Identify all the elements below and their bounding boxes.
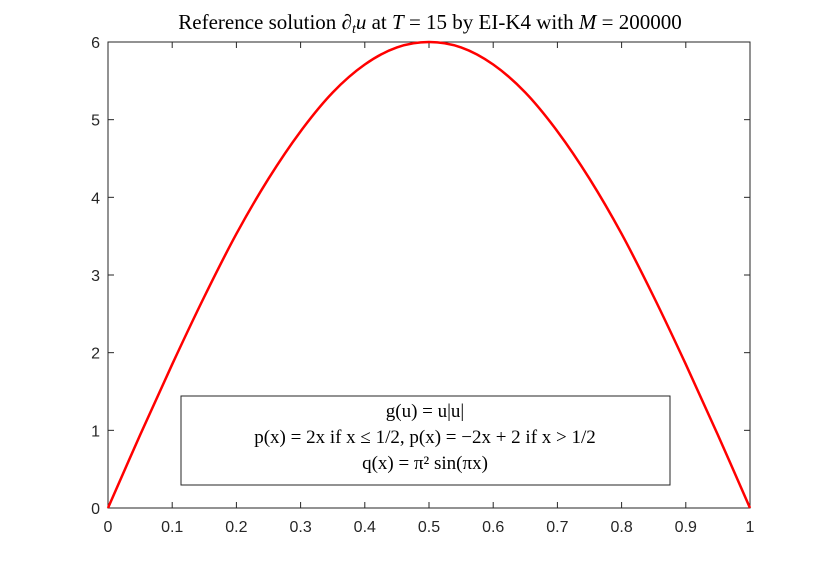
x-axis: 0 0.1 0.2 0.3 0.4 0.5 0.6 0.7 0.8 0.9 1 — [104, 42, 755, 536]
annotation-frame — [180, 395, 671, 486]
x-tick-label: 0.4 — [354, 519, 376, 536]
y-tick-label: 5 — [91, 113, 100, 130]
x-tick-label: 0.5 — [418, 519, 440, 536]
annotation-line-p: p(x) = 2x if x ≤ 1/2, p(x) = −2x + 2 if … — [254, 427, 596, 448]
annotation-line-q: q(x) = π² sin(πx) — [362, 453, 488, 474]
y-axis: 0 1 2 3 4 5 6 — [91, 35, 750, 518]
x-tick-label: 0.8 — [610, 519, 632, 536]
x-tick-label: 0.6 — [482, 519, 504, 536]
annotation-line-g: g(u) = u|u| — [386, 401, 464, 422]
y-tick-label: 3 — [91, 268, 100, 285]
annotation-box: g(u) = u|u| p(x) = 2x if x ≤ 1/2, p(x) =… — [180, 395, 671, 486]
x-tick-label: 0.9 — [675, 519, 697, 536]
x-tick-label: 0.2 — [225, 519, 247, 536]
chart-title: Reference solution ∂tu at T = 15 by EI-K… — [178, 10, 681, 37]
series-layer — [106, 40, 752, 509]
x-tick-label: 0.1 — [161, 519, 183, 536]
x-tick-label: 1 — [746, 519, 755, 536]
y-tick-label: 6 — [91, 35, 100, 52]
y-tick-label: 2 — [91, 346, 100, 363]
y-tick-label: 1 — [91, 423, 100, 440]
y-tick-label: 0 — [91, 501, 100, 518]
series-line-0 — [106, 40, 752, 509]
x-tick-label: 0.7 — [546, 519, 568, 536]
y-tick-label: 4 — [91, 190, 100, 207]
x-tick-label: 0.3 — [289, 519, 311, 536]
x-tick-label: 0 — [104, 519, 113, 536]
